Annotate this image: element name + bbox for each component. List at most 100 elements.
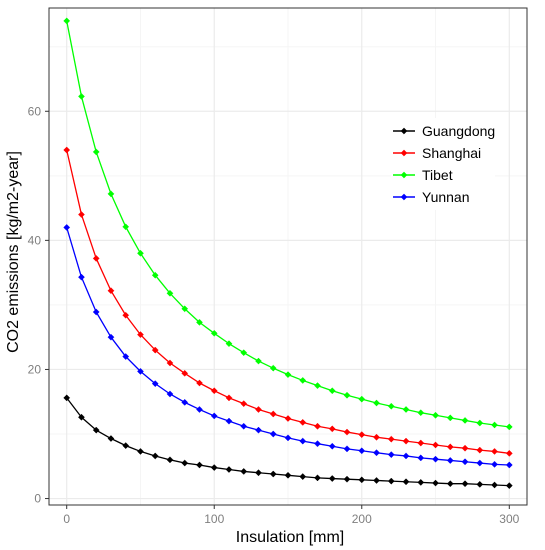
data-point-yunnan-29	[491, 460, 498, 468]
panel-frame	[48, 7, 528, 506]
data-point-yunnan-10	[210, 412, 218, 420]
series-lines	[63, 17, 513, 490]
data-point-tibet-6	[151, 271, 159, 279]
data-point-guangdong-26	[446, 480, 454, 488]
data-point-tibet-3	[107, 190, 115, 198]
data-point-yunnan-26	[446, 457, 454, 464]
data-point-yunnan-0	[63, 224, 71, 231]
data-point-guangdong-23	[402, 478, 410, 486]
legend-marker-tibet	[400, 171, 408, 179]
data-point-shanghai-14	[269, 410, 277, 418]
data-point-shanghai-2	[92, 255, 100, 262]
data-point-shanghai-23	[402, 437, 410, 445]
data-point-yunnan-19	[343, 445, 351, 453]
data-point-tibet-20	[358, 395, 366, 403]
data-point-guangdong-18	[328, 475, 336, 482]
data-point-guangdong-29	[491, 481, 498, 489]
data-point-tibet-22	[387, 402, 395, 410]
y-tick-label: 0	[34, 492, 41, 506]
data-point-guangdong-15	[284, 471, 292, 479]
data-point-shanghai-19	[343, 428, 351, 436]
data-point-guangdong-19	[343, 475, 351, 483]
data-point-shanghai-5	[137, 331, 144, 338]
data-point-shanghai-3	[107, 287, 115, 295]
x-axis-ticks: 0 100 200 300	[63, 505, 520, 526]
data-point-guangdong-8	[181, 459, 189, 467]
data-point-shanghai-4	[122, 311, 130, 319]
data-point-tibet-14	[269, 364, 277, 372]
data-point-shanghai-18	[328, 425, 336, 433]
data-point-guangdong-5	[137, 448, 144, 455]
data-point-tibet-28	[476, 419, 484, 427]
data-point-shanghai-7	[166, 359, 174, 367]
data-point-tibet-27	[461, 417, 469, 424]
data-point-guangdong-10	[210, 464, 218, 471]
data-point-tibet-29	[491, 421, 498, 429]
data-point-shanghai-30	[505, 449, 513, 457]
data-point-guangdong-9	[196, 461, 203, 469]
data-point-shanghai-25	[432, 441, 439, 449]
legend-marker-shanghai	[400, 149, 408, 157]
data-point-guangdong-28	[476, 480, 484, 488]
data-point-shanghai-13	[255, 406, 262, 413]
data-point-shanghai-9	[196, 379, 203, 387]
data-point-guangdong-12	[240, 468, 248, 475]
data-point-shanghai-29	[491, 448, 498, 455]
data-point-guangdong-4	[122, 442, 130, 450]
data-point-tibet-9	[196, 318, 203, 326]
data-point-yunnan-21	[373, 449, 380, 457]
data-point-guangdong-1	[78, 413, 85, 421]
data-point-yunnan-6	[151, 380, 159, 388]
y-axis-ticks: 0 20 40 60	[28, 104, 49, 506]
data-point-shanghai-11	[225, 394, 233, 402]
data-point-yunnan-4	[122, 353, 130, 360]
data-point-shanghai-10	[210, 387, 218, 395]
data-point-tibet-19	[343, 391, 351, 399]
y-tick-label: 60	[28, 104, 42, 118]
data-point-tibet-18	[328, 387, 336, 395]
data-point-yunnan-24	[417, 454, 425, 462]
data-point-guangdong-21	[373, 477, 380, 484]
data-point-tibet-2	[92, 148, 100, 156]
data-point-yunnan-5	[137, 368, 144, 375]
data-point-tibet-0	[63, 17, 71, 25]
data-point-yunnan-8	[181, 398, 189, 406]
data-point-shanghai-20	[358, 431, 366, 439]
data-point-yunnan-23	[402, 452, 410, 460]
data-point-shanghai-17	[314, 422, 321, 430]
data-point-shanghai-0	[63, 146, 71, 154]
data-point-shanghai-16	[299, 418, 307, 426]
data-point-guangdong-13	[255, 469, 262, 477]
x-tick-label: 300	[499, 512, 519, 526]
data-point-tibet-16	[299, 377, 307, 384]
data-point-guangdong-0	[63, 394, 71, 402]
data-point-tibet-11	[225, 340, 233, 348]
y-axis-title: CO2 emissions [kg/m2-year]	[5, 151, 22, 353]
data-point-tibet-8	[181, 305, 189, 313]
legend-marker-guangdong	[400, 127, 408, 135]
y-tick-label: 40	[28, 233, 42, 247]
data-point-guangdong-6	[151, 452, 159, 460]
legend-label-tibet: Tibet	[422, 167, 453, 183]
data-point-yunnan-13	[255, 426, 262, 434]
data-point-shanghai-15	[284, 415, 292, 422]
legend: Guangdong Shanghai Tibet Yunnan	[391, 118, 495, 210]
data-point-shanghai-22	[387, 435, 395, 443]
data-point-tibet-23	[402, 406, 410, 413]
legend-marker-yunnan	[400, 193, 408, 201]
data-point-shanghai-27	[461, 444, 469, 452]
data-point-tibet-26	[446, 414, 454, 422]
panel-border	[48, 7, 528, 506]
x-axis-title: Insulation [mm]	[236, 529, 344, 546]
data-point-tibet-4	[122, 223, 130, 231]
data-point-guangdong-11	[225, 466, 233, 473]
data-point-shanghai-6	[151, 346, 159, 354]
data-point-tibet-17	[314, 382, 321, 389]
data-point-guangdong-24	[417, 479, 425, 486]
data-point-tibet-12	[240, 349, 248, 357]
data-point-tibet-25	[432, 411, 439, 419]
data-point-yunnan-11	[225, 417, 233, 425]
data-point-tibet-30	[505, 423, 513, 431]
data-point-guangdong-20	[358, 476, 366, 484]
